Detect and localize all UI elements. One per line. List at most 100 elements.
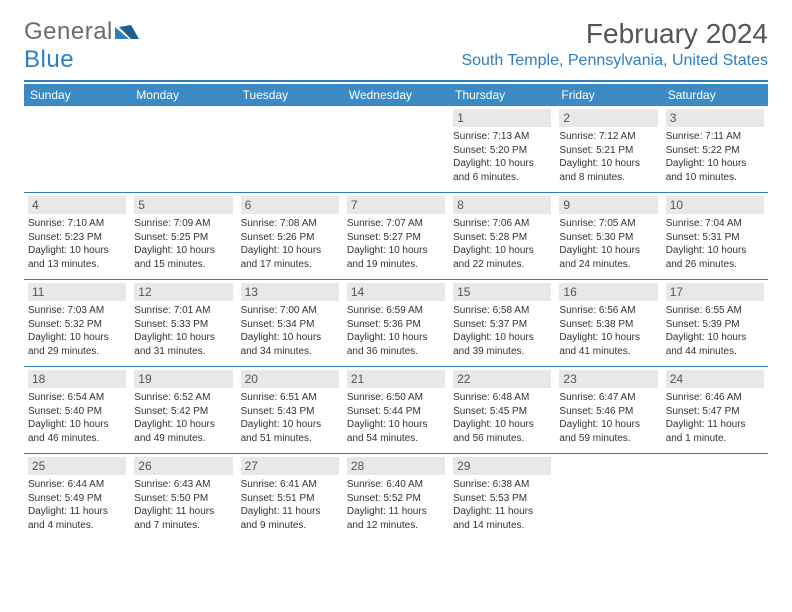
cell-daylight2: and 10 minutes. xyxy=(666,171,764,185)
cell-daylight1: Daylight: 10 hours xyxy=(28,244,126,258)
cell-sunset: Sunset: 5:53 PM xyxy=(453,492,551,506)
day-number: 9 xyxy=(559,196,657,214)
cell-daylight2: and 15 minutes. xyxy=(134,258,232,272)
cell-daylight1: Daylight: 10 hours xyxy=(134,244,232,258)
logo: GeneralBlue xyxy=(24,18,141,74)
calendar-cell: 28Sunrise: 6:40 AMSunset: 5:52 PMDayligh… xyxy=(343,454,449,540)
cell-sunrise: Sunrise: 6:40 AM xyxy=(347,478,445,492)
cell-sunrise: Sunrise: 7:12 AM xyxy=(559,130,657,144)
day-number: 10 xyxy=(666,196,764,214)
day-number: 19 xyxy=(134,370,232,388)
cell-sunset: Sunset: 5:36 PM xyxy=(347,318,445,332)
cell-sunrise: Sunrise: 7:05 AM xyxy=(559,217,657,231)
weekday-row: SundayMondayTuesdayWednesdayThursdayFrid… xyxy=(24,84,768,106)
page-header: GeneralBlue February 2024 South Temple, … xyxy=(24,18,768,74)
cell-daylight1: Daylight: 10 hours xyxy=(241,418,339,432)
calendar-cell: 25Sunrise: 6:44 AMSunset: 5:49 PMDayligh… xyxy=(24,454,130,540)
calendar-cell: 18Sunrise: 6:54 AMSunset: 5:40 PMDayligh… xyxy=(24,367,130,453)
logo-mark-icon xyxy=(115,18,139,38)
cell-sunset: Sunset: 5:26 PM xyxy=(241,231,339,245)
title-block: February 2024 South Temple, Pennsylvania… xyxy=(461,18,768,70)
calendar-cell: 10Sunrise: 7:04 AMSunset: 5:31 PMDayligh… xyxy=(662,193,768,279)
calendar-cell xyxy=(343,106,449,192)
calendar-week-row: 4Sunrise: 7:10 AMSunset: 5:23 PMDaylight… xyxy=(24,193,768,279)
calendar-week-row: 25Sunrise: 6:44 AMSunset: 5:49 PMDayligh… xyxy=(24,454,768,540)
cell-sunrise: Sunrise: 7:10 AM xyxy=(28,217,126,231)
calendar-body: 1Sunrise: 7:13 AMSunset: 5:20 PMDaylight… xyxy=(24,106,768,540)
header-rule xyxy=(24,80,768,82)
cell-daylight2: and 46 minutes. xyxy=(28,432,126,446)
cell-daylight2: and 1 minute. xyxy=(666,432,764,446)
cell-sunset: Sunset: 5:22 PM xyxy=(666,144,764,158)
calendar-cell: 9Sunrise: 7:05 AMSunset: 5:30 PMDaylight… xyxy=(555,193,661,279)
calendar-cell: 3Sunrise: 7:11 AMSunset: 5:22 PMDaylight… xyxy=(662,106,768,192)
cell-sunrise: Sunrise: 7:09 AM xyxy=(134,217,232,231)
cell-daylight2: and 9 minutes. xyxy=(241,519,339,533)
cell-sunrise: Sunrise: 6:48 AM xyxy=(453,391,551,405)
cell-daylight2: and 12 minutes. xyxy=(347,519,445,533)
calendar-week-row: 11Sunrise: 7:03 AMSunset: 5:32 PMDayligh… xyxy=(24,280,768,366)
day-number: 7 xyxy=(347,196,445,214)
calendar-cell: 21Sunrise: 6:50 AMSunset: 5:44 PMDayligh… xyxy=(343,367,449,453)
cell-sunrise: Sunrise: 7:04 AM xyxy=(666,217,764,231)
calendar-week-row: 18Sunrise: 6:54 AMSunset: 5:40 PMDayligh… xyxy=(24,367,768,453)
cell-sunrise: Sunrise: 7:00 AM xyxy=(241,304,339,318)
calendar-cell: 1Sunrise: 7:13 AMSunset: 5:20 PMDaylight… xyxy=(449,106,555,192)
calendar-cell: 17Sunrise: 6:55 AMSunset: 5:39 PMDayligh… xyxy=(662,280,768,366)
day-number: 22 xyxy=(453,370,551,388)
cell-sunrise: Sunrise: 7:07 AM xyxy=(347,217,445,231)
cell-sunset: Sunset: 5:28 PM xyxy=(453,231,551,245)
day-number: 25 xyxy=(28,457,126,475)
cell-daylight1: Daylight: 11 hours xyxy=(28,505,126,519)
cell-daylight2: and 51 minutes. xyxy=(241,432,339,446)
cell-daylight2: and 31 minutes. xyxy=(134,345,232,359)
cell-daylight1: Daylight: 10 hours xyxy=(134,418,232,432)
cell-daylight2: and 41 minutes. xyxy=(559,345,657,359)
cell-daylight1: Daylight: 10 hours xyxy=(347,331,445,345)
day-number: 8 xyxy=(453,196,551,214)
weekday-header: Saturday xyxy=(662,84,768,106)
cell-sunrise: Sunrise: 6:59 AM xyxy=(347,304,445,318)
cell-sunrise: Sunrise: 6:54 AM xyxy=(28,391,126,405)
day-number: 21 xyxy=(347,370,445,388)
day-number: 11 xyxy=(28,283,126,301)
day-number: 1 xyxy=(453,109,551,127)
day-number: 16 xyxy=(559,283,657,301)
day-number: 6 xyxy=(241,196,339,214)
cell-sunrise: Sunrise: 7:13 AM xyxy=(453,130,551,144)
cell-sunset: Sunset: 5:45 PM xyxy=(453,405,551,419)
cell-daylight1: Daylight: 10 hours xyxy=(666,331,764,345)
cell-sunrise: Sunrise: 6:55 AM xyxy=(666,304,764,318)
calendar-cell: 11Sunrise: 7:03 AMSunset: 5:32 PMDayligh… xyxy=(24,280,130,366)
day-number: 28 xyxy=(347,457,445,475)
cell-sunrise: Sunrise: 6:50 AM xyxy=(347,391,445,405)
day-number: 14 xyxy=(347,283,445,301)
cell-daylight1: Daylight: 10 hours xyxy=(28,331,126,345)
day-number: 26 xyxy=(134,457,232,475)
day-number: 24 xyxy=(666,370,764,388)
day-number: 15 xyxy=(453,283,551,301)
cell-sunset: Sunset: 5:30 PM xyxy=(559,231,657,245)
weekday-header: Sunday xyxy=(24,84,130,106)
cell-sunset: Sunset: 5:47 PM xyxy=(666,405,764,419)
cell-daylight2: and 39 minutes. xyxy=(453,345,551,359)
cell-sunset: Sunset: 5:50 PM xyxy=(134,492,232,506)
weekday-header: Tuesday xyxy=(237,84,343,106)
cell-sunset: Sunset: 5:42 PM xyxy=(134,405,232,419)
cell-sunrise: Sunrise: 6:47 AM xyxy=(559,391,657,405)
cell-daylight2: and 34 minutes. xyxy=(241,345,339,359)
cell-daylight1: Daylight: 10 hours xyxy=(666,157,764,171)
cell-sunrise: Sunrise: 6:58 AM xyxy=(453,304,551,318)
calendar-cell xyxy=(555,454,661,540)
logo-text-1: General xyxy=(24,18,113,45)
calendar-cell: 7 Sunrise: 7:07 AMSunset: 5:27 PMDaylight… xyxy=(343,193,449,279)
cell-daylight1: Daylight: 10 hours xyxy=(347,244,445,258)
calendar-cell: 26Sunrise: 6:43 AMSunset: 5:50 PMDayligh… xyxy=(130,454,236,540)
cell-sunset: Sunset: 5:27 PM xyxy=(347,231,445,245)
day-number: 29 xyxy=(453,457,551,475)
cell-daylight2: and 22 minutes. xyxy=(453,258,551,272)
cell-daylight2: and 59 minutes. xyxy=(559,432,657,446)
cell-sunset: Sunset: 5:46 PM xyxy=(559,405,657,419)
cell-daylight1: Daylight: 10 hours xyxy=(453,331,551,345)
cell-daylight1: Daylight: 10 hours xyxy=(666,244,764,258)
